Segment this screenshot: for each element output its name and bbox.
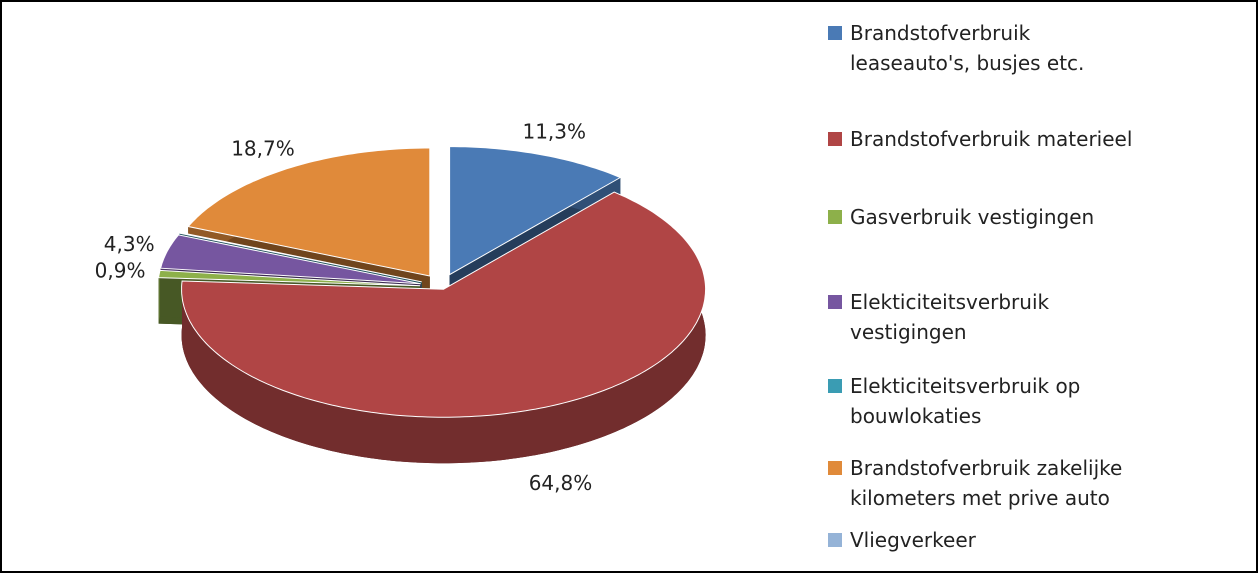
legend-label: Gasverbruik vestigingen — [850, 205, 1095, 229]
slice-top — [178, 231, 422, 283]
data-label: 0,9% — [95, 258, 146, 282]
legend-label: Elekticiteitsverbruik vestigingen — [850, 290, 1050, 344]
data-label: 18,7% — [231, 137, 295, 161]
data-label: 64,8% — [529, 471, 593, 495]
legend-item: Gasverbruik vestigingen — [828, 202, 1228, 232]
legend-swatch — [828, 26, 842, 40]
slice-top — [449, 146, 622, 276]
legend-item: Elekticiteitsverbruik vestigingen — [828, 287, 1228, 347]
legend-label: Brandstofverbruik zakelijke kilometers m… — [850, 456, 1123, 510]
slice-top — [159, 234, 421, 285]
legend-swatch — [828, 379, 842, 393]
legend-swatch — [828, 461, 842, 475]
legend-swatch — [828, 210, 842, 224]
pie-chart: 11,3% 64,8% 0,9%4,3% 18,7% — [95, 119, 707, 495]
data-label: 4,3% — [104, 232, 155, 256]
legend-label: Brandstofverbruik materieel — [850, 127, 1133, 151]
slice-top — [181, 191, 707, 418]
legend-item: Elekticiteitsverbruik op bouwlokaties — [828, 371, 1228, 431]
slice-top — [187, 147, 431, 277]
legend-item: Vliegverkeer — [828, 525, 1228, 555]
legend-item: Brandstofverbruik leaseauto's, busjes et… — [828, 18, 1228, 78]
legend-swatch — [828, 295, 842, 309]
legend-label: Elekticiteitsverbruik op bouwlokaties — [850, 374, 1081, 428]
legend-swatch — [828, 533, 842, 547]
legend-label: Vliegverkeer — [850, 528, 976, 552]
legend-swatch — [828, 132, 842, 146]
legend-item: Brandstofverbruik materieel — [828, 124, 1228, 154]
slice-side — [158, 270, 160, 324]
legend-label: Brandstofverbruik leaseauto's, busjes et… — [850, 21, 1085, 75]
data-label: 11,3% — [522, 119, 586, 143]
legend-item: Brandstofverbruik zakelijke kilometers m… — [828, 453, 1228, 513]
slice-top — [158, 269, 421, 287]
slice — [181, 191, 707, 464]
